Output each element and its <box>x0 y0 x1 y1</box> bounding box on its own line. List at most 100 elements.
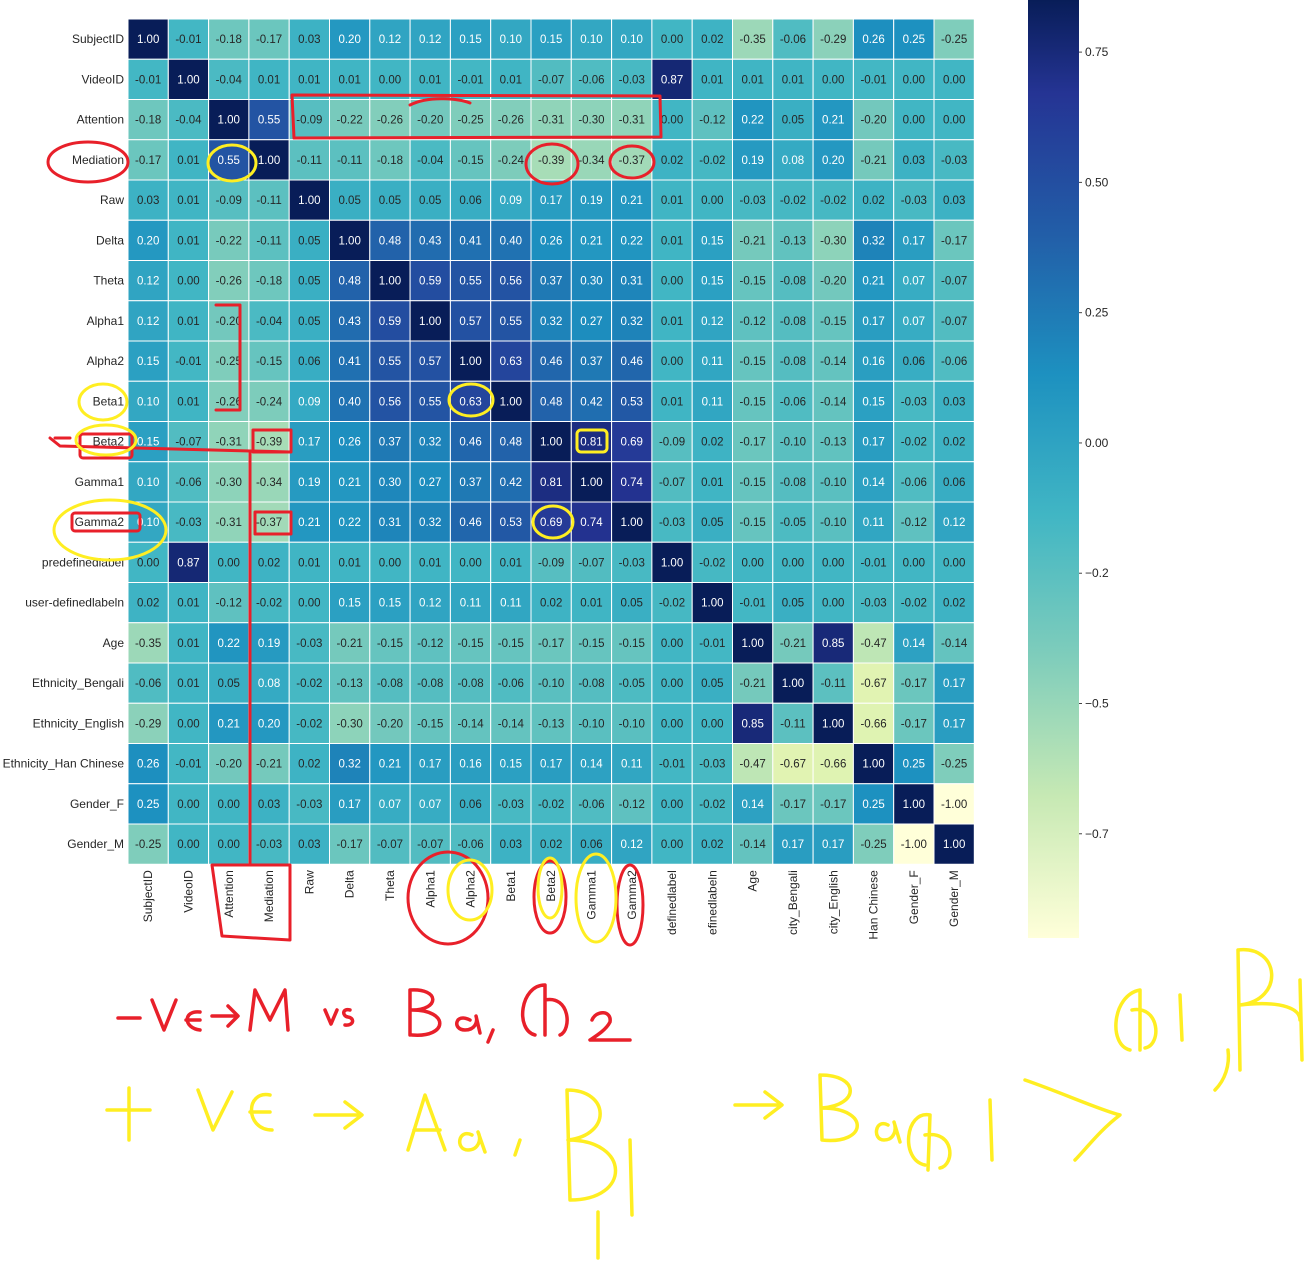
heatmap-cell-value: -0.30 <box>578 115 604 127</box>
heatmap-cell <box>691 662 734 704</box>
heatmap-cell-value: 0.00 <box>218 557 240 569</box>
heatmap-cell-value: 0.05 <box>338 195 360 207</box>
heatmap-cell-value: 0.00 <box>459 557 481 569</box>
heatmap-cell-value: -0.06 <box>780 34 806 46</box>
heatmap-cell-value: -0.12 <box>417 638 443 650</box>
heatmap-cell-value: -0.03 <box>941 155 967 167</box>
heatmap-cell <box>812 179 854 221</box>
row-label: Age <box>103 636 125 650</box>
heatmap-cell-value: -0.35 <box>135 638 161 650</box>
heatmap-cell <box>570 99 613 141</box>
heatmap-cell-value: 0.30 <box>379 477 401 489</box>
heatmap-cell-value: 0.01 <box>177 235 199 247</box>
heatmap-cell-value: 0.01 <box>338 557 360 569</box>
heatmap-cell <box>570 743 613 785</box>
heatmap-cell-value: -0.04 <box>417 155 444 167</box>
heatmap-cell-value: 0.12 <box>419 598 441 610</box>
heatmap-cell-value: -0.39 <box>256 437 282 449</box>
heatmap-cell-value: 0.00 <box>661 839 683 851</box>
heatmap-cell-value: 0.06 <box>580 839 602 851</box>
heatmap-cell-value: 0.12 <box>137 316 159 328</box>
heatmap-cell-value: 0.59 <box>379 316 401 328</box>
heatmap-cell-value: 0.11 <box>702 356 724 368</box>
heatmap-cell <box>490 340 532 382</box>
yellow-circle-beta2-col <box>536 856 564 920</box>
heatmap-cell <box>852 421 895 463</box>
heatmap-cell-value: 0.14 <box>580 759 603 771</box>
heatmap-cell-value: 0.56 <box>379 396 401 408</box>
heatmap-cell-value: 0.27 <box>580 316 602 328</box>
heatmap-cell-value: 0.00 <box>298 598 320 610</box>
heatmap-cell-value: -0.01 <box>175 356 201 368</box>
heatmap-cell-value: 0.21 <box>862 276 884 288</box>
heatmap-cell <box>732 139 774 181</box>
heatmap-cell <box>611 260 653 302</box>
heatmap-cell-value: 0.26 <box>137 759 159 771</box>
heatmap-cell-value: -0.20 <box>216 759 242 771</box>
heatmap-cell-value: -0.17 <box>740 437 766 449</box>
heatmap-cell-value: -0.18 <box>216 34 242 46</box>
heatmap-cell-value: 1.00 <box>540 437 562 449</box>
heatmap-cell <box>933 461 975 503</box>
heatmap-cell <box>611 300 653 342</box>
row-label: Gamma2 <box>75 515 125 529</box>
heatmap-cell <box>812 421 854 463</box>
heatmap-cell-value: -0.17 <box>941 235 967 247</box>
yellow-B <box>565 1088 618 1202</box>
heatmap-cell-value: 0.03 <box>298 839 320 851</box>
heatmap-cell-value: 0.87 <box>177 557 199 569</box>
red-box-mediation-gamma2 <box>253 510 293 536</box>
heatmap-cell <box>288 139 331 181</box>
heatmap-cell-value: -0.01 <box>175 759 201 771</box>
heatmap-cell-value: -0.08 <box>780 316 806 328</box>
heatmap-cell-value: 0.12 <box>943 517 965 529</box>
row-label: user-definedlabeln <box>25 596 124 610</box>
heatmap-cell-value: 0.21 <box>580 235 602 247</box>
heatmap-cell-value: 0.10 <box>500 34 522 46</box>
heatmap-cell-value: -0.21 <box>740 235 766 247</box>
heatmap-cell-value: 0.17 <box>862 437 884 449</box>
red-box-attention-col <box>214 303 242 412</box>
heatmap-cell-value: 0.15 <box>540 34 562 46</box>
yellow-comma-2 <box>1213 1048 1231 1092</box>
heatmap-cell-value: 0.57 <box>459 316 481 328</box>
heatmap-cell-value: 0.12 <box>379 34 401 46</box>
heatmap-cell <box>449 541 492 583</box>
heatmap-cell-value: -0.08 <box>457 678 483 690</box>
heatmap-cell <box>732 622 774 664</box>
heatmap-cell <box>933 662 975 704</box>
heatmap-cell <box>570 582 613 624</box>
heatmap-cell-value: 1.00 <box>177 74 199 86</box>
heatmap-cell <box>248 582 290 624</box>
heatmap-cell <box>812 219 854 261</box>
column-label: Delta <box>343 870 357 898</box>
heatmap-cell-value: 0.41 <box>338 356 360 368</box>
heatmap-cell-value: -0.37 <box>256 517 282 529</box>
heatmap-cell-value: -0.02 <box>296 718 322 730</box>
heatmap-cell <box>893 340 935 382</box>
heatmap-cell <box>570 260 613 302</box>
red-circle-gamma2-mediation <box>608 144 656 180</box>
heatmap-cell-value: -0.06 <box>780 396 806 408</box>
heatmap-cell <box>893 662 935 704</box>
heatmap-cell-value: 1.00 <box>782 678 804 690</box>
heatmap-cell-value: 0.00 <box>218 799 240 811</box>
heatmap-cell-value: -0.30 <box>820 235 846 247</box>
heatmap-cell-value: 0.01 <box>782 74 804 86</box>
heatmap-cell-value: -0.25 <box>135 839 161 851</box>
heatmap-cell-value: 0.01 <box>701 477 723 489</box>
heatmap-cell-value: 0.01 <box>177 638 199 650</box>
yellow-plus <box>105 1086 152 1142</box>
heatmap-cell <box>852 219 895 261</box>
heatmap-cell-value: 0.25 <box>862 799 884 811</box>
heatmap-cell <box>812 380 854 422</box>
heatmap-cell-value: -0.47 <box>860 638 886 650</box>
heatmap-cell <box>852 501 895 543</box>
heatmap-cell-value: -0.11 <box>337 155 362 167</box>
yellow-a2 <box>874 1120 902 1144</box>
heatmap-cell-value: -0.17 <box>901 678 927 690</box>
colorbar-tick-label: 0.50 <box>1085 175 1109 189</box>
heatmap-cell-value: 0.11 <box>702 396 724 408</box>
heatmap-cell-value: 0.85 <box>822 638 844 650</box>
heatmap-cell-value: 0.22 <box>741 115 763 127</box>
